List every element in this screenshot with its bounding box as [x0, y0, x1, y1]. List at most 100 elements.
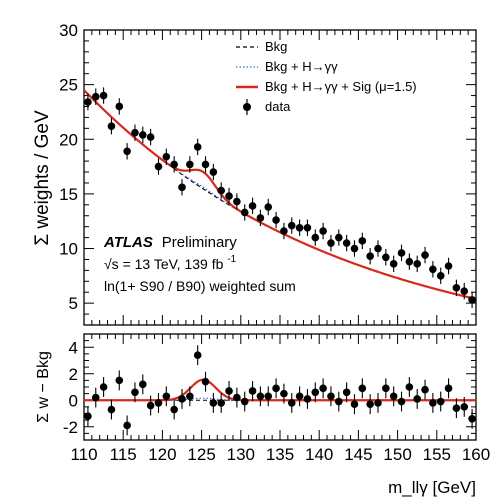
- data-point: [444, 262, 453, 270]
- residual-y-axis-title: Σ w − Bkg: [35, 351, 52, 423]
- residual-point: [335, 397, 343, 406]
- main-y-tick-label: 15: [59, 185, 78, 204]
- data-point: [248, 202, 257, 210]
- data-point: [335, 233, 343, 242]
- residual-point: [468, 415, 476, 423]
- data-point: [107, 122, 116, 130]
- residual-point: [342, 388, 351, 397]
- data-point: [240, 208, 249, 217]
- residual-point: [256, 392, 265, 401]
- data-point: [468, 296, 476, 304]
- residual-point: [452, 404, 461, 413]
- residual-point: [146, 401, 155, 410]
- signal-fit-curve: [84, 89, 476, 301]
- residual-point: [154, 399, 163, 407]
- residual-point: [233, 393, 241, 402]
- x-tick-label: 155: [423, 445, 451, 464]
- data-point: [358, 237, 367, 245]
- legend-data-marker: [243, 103, 251, 111]
- data-point: [154, 162, 163, 171]
- data-point: [225, 192, 233, 200]
- residual-point: [405, 383, 414, 391]
- residual-point: [272, 384, 280, 393]
- residual-point: [374, 399, 382, 407]
- data-point: [146, 133, 155, 141]
- data-point: [272, 216, 280, 224]
- residual-point: [295, 392, 304, 401]
- residual-point: [91, 393, 100, 402]
- main-y-axis-title: Σ weights / GeV: [32, 110, 53, 246]
- residual-point: [421, 385, 429, 394]
- data-point: [295, 223, 304, 232]
- data-point: [256, 214, 265, 222]
- data-point: [115, 102, 124, 111]
- legend-data-label: data: [265, 99, 291, 114]
- x-tick-label: 140: [305, 445, 333, 464]
- atlas-preliminary: Preliminary: [162, 234, 238, 251]
- data-point: [460, 287, 469, 295]
- main-fit-curves: [84, 89, 476, 301]
- data-point: [287, 221, 296, 230]
- residual-point: [123, 421, 131, 430]
- residual-point: [240, 397, 249, 406]
- data-point: [429, 265, 437, 274]
- main-y-tick-label: 10: [59, 240, 78, 259]
- residual-point: [225, 387, 233, 395]
- x-tick-label: 150: [383, 445, 411, 464]
- legend-bkg-higgs-label: Bkg + H→γγ: [265, 59, 338, 74]
- data-point: [452, 284, 461, 292]
- data-point: [186, 160, 194, 169]
- residual-point: [350, 400, 359, 409]
- residual-point: [248, 387, 257, 395]
- residual-point: [201, 377, 210, 386]
- data-point: [382, 253, 390, 262]
- data-point: [201, 160, 210, 169]
- energy-lumi-line: √s = 13 TeV, 139 fb -1: [104, 254, 237, 272]
- x-tick-label: 115: [110, 445, 137, 464]
- residual-fit-curves: [84, 378, 476, 402]
- residual-point: [287, 399, 296, 407]
- legend-signal-label: Bkg + H→γγ + Sig (μ=1.5): [265, 79, 417, 94]
- data-point: [389, 260, 398, 268]
- residual-y-tick-label: 4: [69, 338, 78, 357]
- residual-point: [460, 403, 469, 411]
- data-point: [123, 147, 131, 156]
- data-point: [91, 92, 100, 101]
- x-tick-label: 160: [462, 445, 490, 464]
- data-point: [209, 168, 218, 176]
- data-point: [84, 98, 92, 106]
- data-point: [264, 203, 273, 211]
- residual-point: [84, 412, 92, 420]
- residual-signal-curve: [84, 378, 476, 402]
- data-point: [421, 251, 429, 259]
- legend-bkg-label: Bkg: [265, 39, 287, 54]
- data-point: [99, 91, 108, 100]
- x-tick-label: 145: [344, 445, 372, 464]
- residual-point: [319, 384, 327, 393]
- main-data-points: [84, 87, 476, 309]
- weighting-label: ln(1+ S90 / B90) weighted sum: [104, 278, 296, 294]
- residual-point: [186, 392, 194, 401]
- x-axis: 110 115 120 125 130 135 140 145 150 155 160: [70, 30, 490, 464]
- residual-point: [264, 392, 273, 401]
- data-point: [193, 143, 202, 151]
- main-y-axis: 5 10 15 20 25 30: [59, 21, 476, 326]
- data-point: [374, 244, 382, 253]
- residual-point: [366, 400, 374, 409]
- residual-point: [280, 389, 288, 398]
- lumi-exponent: -1: [227, 254, 236, 265]
- x-tick-label: 135: [266, 445, 294, 464]
- residual-point: [162, 392, 171, 401]
- main-y-tick-label: 5: [69, 294, 78, 313]
- atlas-annotation: ATLAS Preliminary √s = 13 TeV, 139 fb -1…: [103, 234, 296, 294]
- data-point: [405, 257, 414, 266]
- residual-y-tick-label: 2: [69, 365, 78, 384]
- data-point: [397, 249, 406, 257]
- residual-point: [99, 383, 108, 391]
- residual-point: [178, 395, 186, 403]
- x-axis-title: m_llγ [GeV]: [388, 478, 476, 497]
- data-point: [178, 183, 186, 192]
- residual-point: [429, 399, 437, 407]
- data-point: [170, 160, 178, 169]
